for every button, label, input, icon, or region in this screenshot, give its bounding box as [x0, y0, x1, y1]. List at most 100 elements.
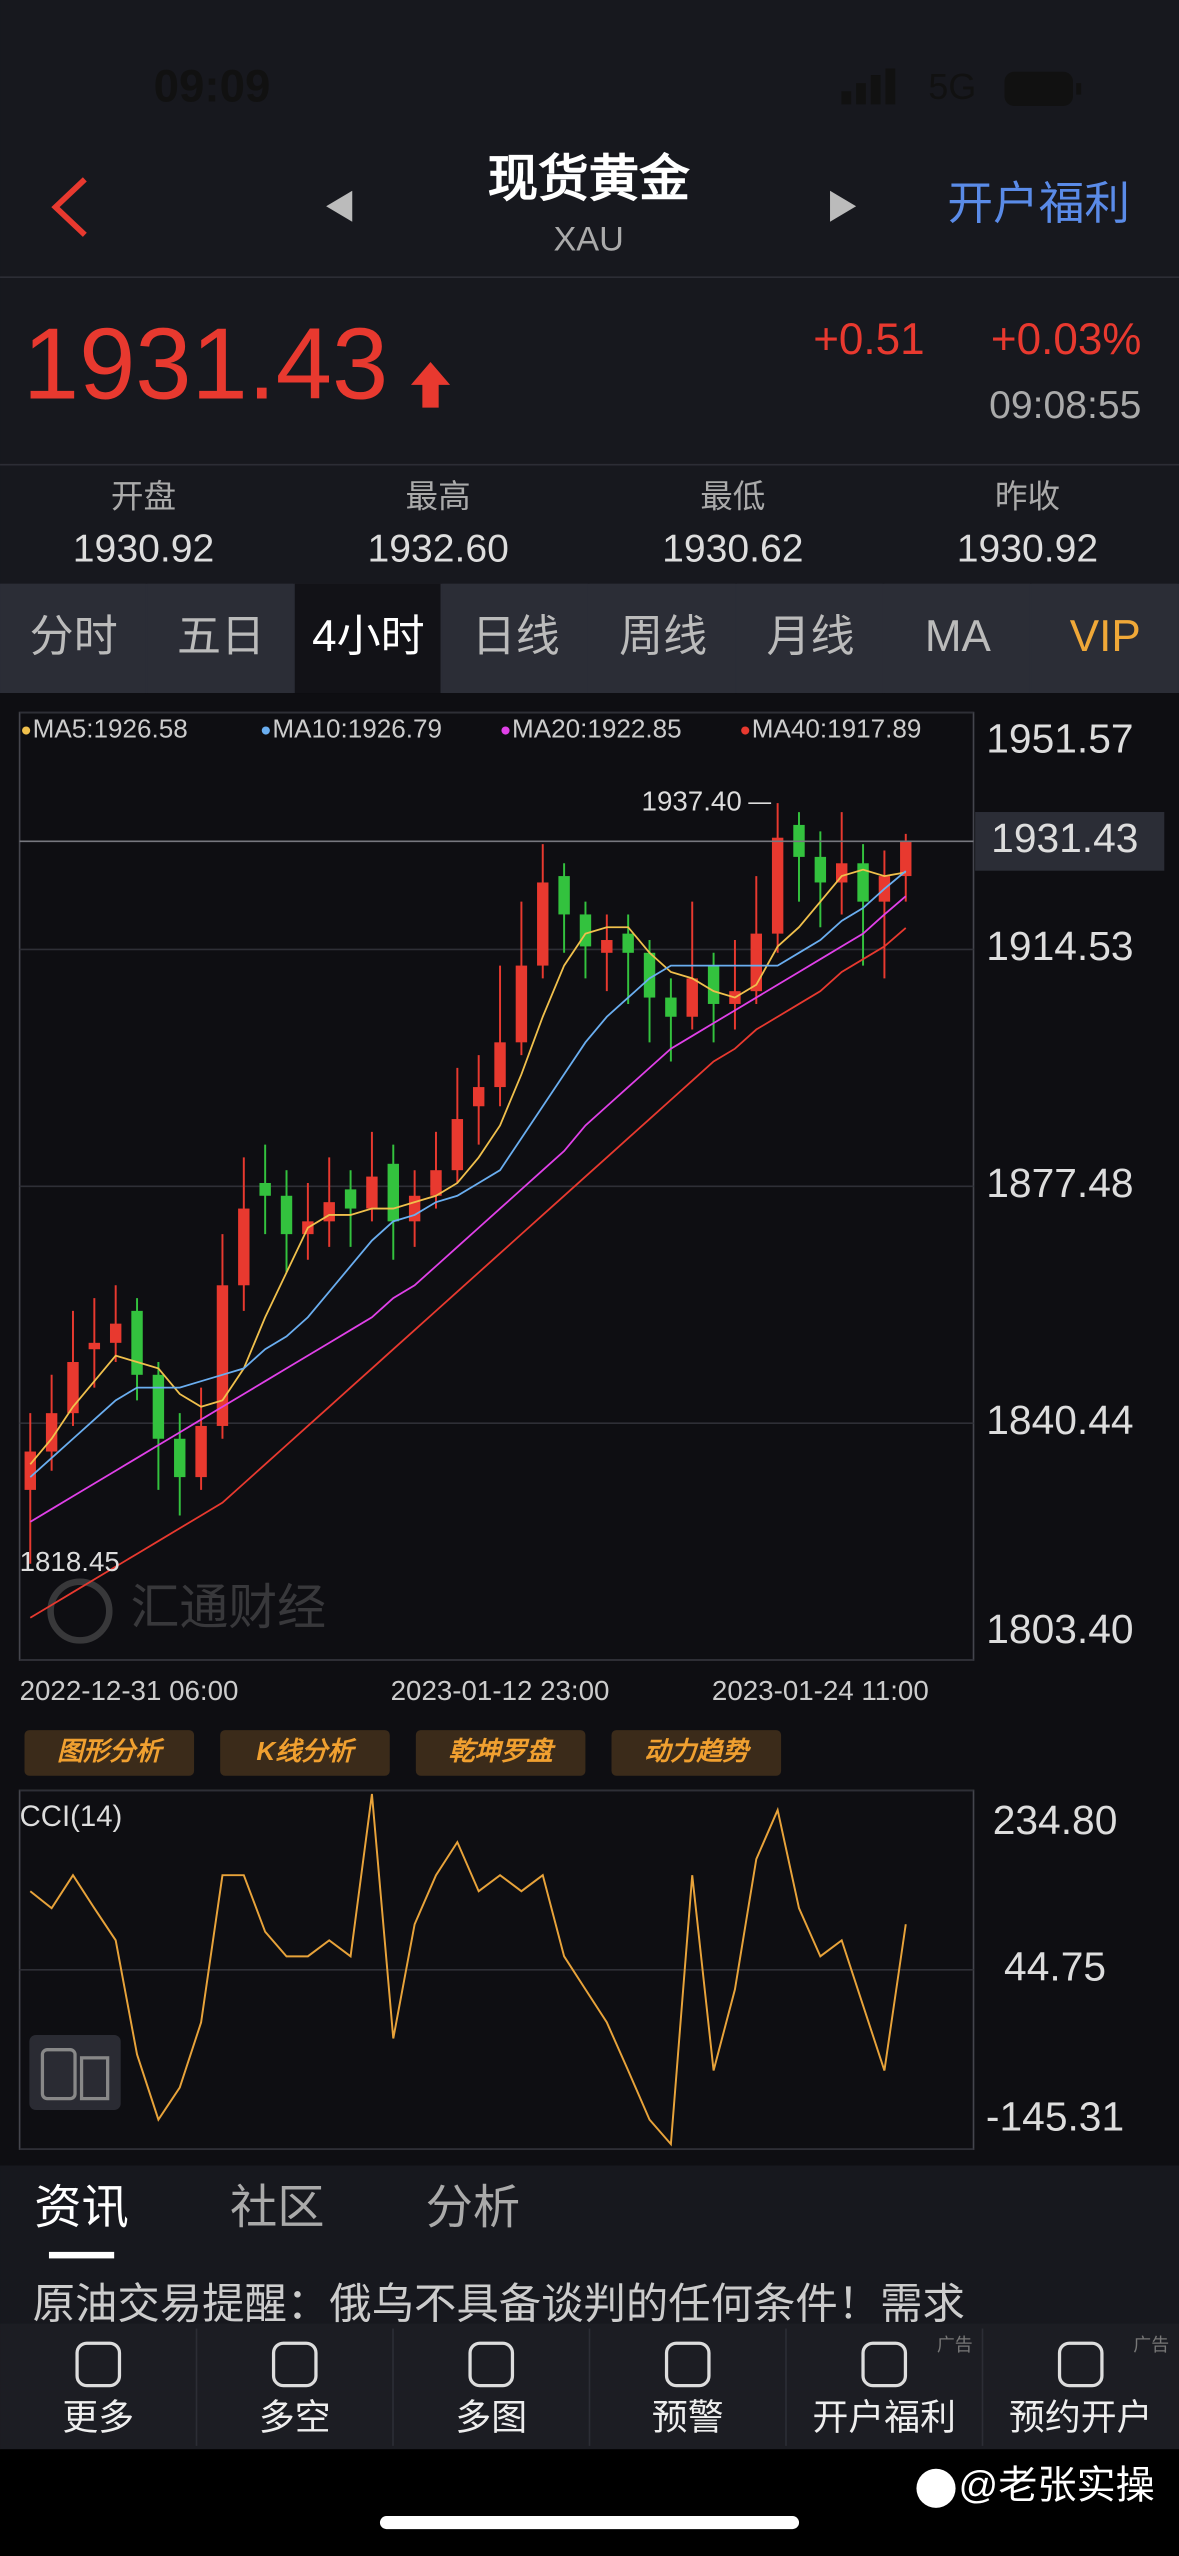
nav-label[interactable]: 预警 — [652, 2397, 724, 2437]
watermark: 汇通财经 — [47, 1578, 326, 1644]
candle-body — [408, 1195, 421, 1222]
header-action[interactable]: 开户福利 — [947, 178, 1130, 229]
candle-body — [707, 965, 720, 1004]
legend-dot — [22, 726, 31, 735]
rotate-icon[interactable] — [29, 2035, 121, 2111]
tool-button[interactable] — [24, 1730, 195, 1776]
subtitle: XAU — [553, 220, 623, 258]
y-tick-label: 1951.57 — [986, 716, 1133, 762]
prev-button[interactable] — [326, 190, 353, 222]
candle-body — [750, 933, 762, 992]
tab-label[interactable]: VIP — [1070, 612, 1141, 661]
tab-label[interactable]: 分时 — [30, 612, 118, 661]
ad-tag: 广告 — [937, 2335, 973, 2355]
quote-time: 09:08:55 — [989, 384, 1141, 427]
candle-body — [109, 1323, 122, 1343]
home-indicator — [379, 2516, 800, 2530]
title: 现货黄金 — [488, 150, 691, 207]
y-tick-label: -145.31 — [986, 2094, 1124, 2140]
last-price-label: 1931.43 — [991, 815, 1138, 861]
candle-body — [472, 1087, 485, 1107]
candle-body — [67, 1362, 79, 1414]
legend-label: MA20:1922.85 — [512, 713, 682, 743]
nav-label[interactable]: 更多 — [62, 2397, 134, 2437]
tool-button[interactable] — [220, 1730, 390, 1776]
tab-label[interactable]: 4小时 — [312, 612, 425, 661]
tab-label[interactable]: 日线 — [472, 612, 560, 661]
tab[interactable] — [147, 583, 294, 694]
tab[interactable] — [589, 583, 736, 694]
nav-label[interactable]: 预约开户 — [1009, 2397, 1152, 2437]
tab-label[interactable]: 五日 — [177, 612, 265, 661]
y-tick-label: 44.75 — [1004, 1944, 1106, 1990]
candle-body — [323, 1202, 335, 1222]
credit-logo — [916, 2468, 956, 2508]
y-tick-label: 1914.53 — [986, 923, 1133, 969]
candle-body — [24, 1451, 36, 1490]
nav-icon[interactable] — [271, 2341, 318, 2388]
x-tick-label: 2022-12-31 06:00 — [20, 1675, 239, 1706]
tab[interactable] — [1031, 583, 1178, 694]
stat-label: 最高 — [406, 478, 471, 515]
tool-button-label[interactable]: 图形分析 — [57, 1736, 165, 1766]
nav-label[interactable]: 开户福利 — [813, 2397, 956, 2437]
tab-label[interactable]: MA — [925, 612, 992, 661]
x-tick-label: 2023-01-12 23:00 — [391, 1675, 610, 1706]
candle-body — [494, 1042, 506, 1088]
tab[interactable] — [0, 583, 146, 694]
high-label: 1937.40 — [642, 786, 742, 817]
candle-body — [579, 914, 592, 947]
candle-body — [643, 952, 656, 998]
cci-title: CCI(14) — [20, 1800, 123, 1833]
stat-value: 1930.92 — [73, 527, 214, 570]
tab-label[interactable]: 周线 — [619, 612, 707, 661]
ma-line — [29, 870, 907, 1478]
candle-body — [216, 1285, 229, 1426]
tool-button[interactable] — [611, 1730, 782, 1776]
ma-line — [29, 868, 906, 1465]
candle-body — [601, 940, 613, 953]
next-button[interactable] — [830, 190, 857, 222]
content-tab[interactable]: 社区 — [230, 2182, 325, 2235]
tool-button-label[interactable]: 乾坤罗盘 — [448, 1736, 556, 1766]
legend-dot — [741, 726, 750, 735]
candle-body — [280, 1195, 293, 1235]
tool-button-label[interactable]: 动力趋势 — [644, 1736, 751, 1766]
nav-label[interactable]: 多空 — [259, 2397, 331, 2437]
legend-label: MA40:1917.89 — [752, 713, 922, 743]
tool-button[interactable] — [415, 1730, 586, 1776]
news-headline[interactable]: 原油交易提醒：俄乌不具备谈判的任何条件！需求 — [33, 2281, 965, 2328]
tab[interactable] — [442, 583, 588, 694]
home-area — [0, 2449, 1179, 2556]
low-label: 1818.45 — [20, 1546, 120, 1577]
candle-body — [259, 1182, 271, 1196]
tab[interactable] — [884, 583, 1030, 694]
nav-label[interactable]: 多图 — [455, 2397, 527, 2437]
candle-body — [515, 965, 528, 1043]
nav-icon[interactable] — [468, 2341, 515, 2388]
candle-body — [344, 1189, 357, 1209]
candle-body — [131, 1310, 143, 1375]
tab-label[interactable]: 月线 — [767, 612, 855, 661]
legend-label: MA10:1926.79 — [272, 713, 442, 743]
x-tick-label: 2023-01-24 11:00 — [712, 1675, 929, 1706]
back-button[interactable] — [51, 177, 87, 237]
candle-body — [835, 863, 848, 883]
tool-button-label[interactable]: K线分析 — [256, 1736, 357, 1766]
candle-body — [558, 876, 570, 915]
nav-icon[interactable] — [664, 2341, 711, 2388]
tab[interactable] — [294, 583, 441, 694]
stat-value: 1930.62 — [662, 527, 803, 570]
stat-label: 开盘 — [111, 478, 176, 515]
nav-icon[interactable] — [75, 2341, 122, 2388]
nav-icon[interactable] — [861, 2341, 908, 2388]
content-tab[interactable]: 分析 — [426, 2182, 521, 2235]
y-tick-label: 1840.44 — [986, 1397, 1133, 1443]
candle-body — [195, 1425, 207, 1478]
battery-icon — [1004, 71, 1082, 106]
tab[interactable] — [736, 583, 883, 694]
tab-underline — [48, 2251, 115, 2259]
content-tab[interactable]: 资讯 — [34, 2182, 129, 2235]
nav-icon[interactable] — [1057, 2341, 1104, 2388]
